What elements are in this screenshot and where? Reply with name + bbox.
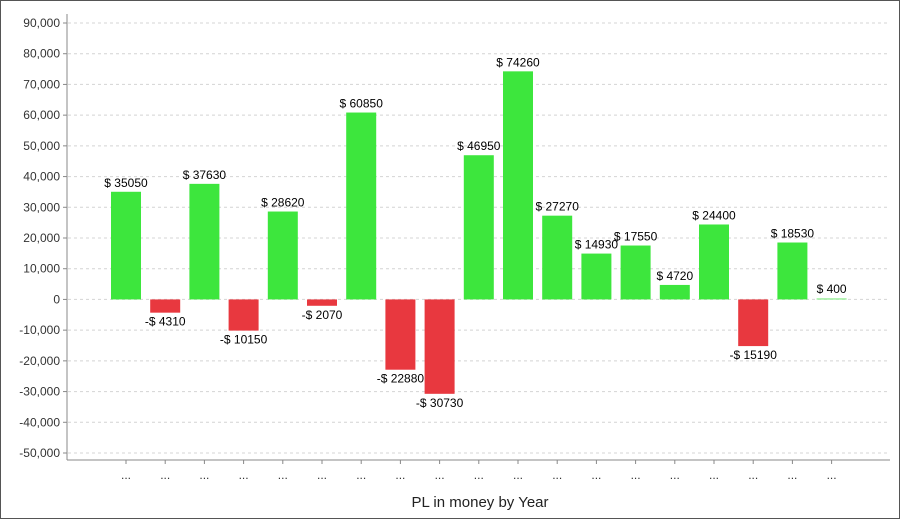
- bar: [150, 299, 181, 313]
- x-tick-label: ...: [356, 468, 366, 482]
- x-tick-label: ...: [591, 468, 601, 482]
- data-label: -$ 30730: [416, 396, 464, 410]
- data-label: -$ 22880: [377, 372, 425, 386]
- bar: [189, 183, 220, 300]
- y-tick-label: 90,000: [23, 16, 60, 30]
- y-tick-label: 10,000: [23, 262, 60, 276]
- data-labels: $ 35050 -$ 4310 $ 37630 -$ 10150 $ 28620 -$ 2…: [104, 55, 847, 409]
- bar: [777, 242, 808, 300]
- x-tick-label: ...: [239, 468, 249, 482]
- bar: [463, 155, 494, 300]
- bar: [816, 298, 847, 300]
- bars: [111, 71, 847, 394]
- x-tick-label: ...: [474, 468, 484, 482]
- x-tick-label: ...: [827, 468, 837, 482]
- data-label: $ 60850: [340, 97, 384, 111]
- data-label: -$ 15190: [730, 348, 778, 362]
- x-tick-label: ...: [435, 468, 445, 482]
- data-label: $ 18530: [771, 227, 815, 241]
- bar: [542, 215, 573, 300]
- bar: [620, 245, 651, 300]
- data-label: $ 35050: [104, 176, 148, 190]
- x-tick-label: ...: [121, 468, 131, 482]
- bar: [699, 224, 729, 300]
- bar: [738, 299, 769, 347]
- data-label: $ 24400: [692, 208, 736, 222]
- x-tick-label: ...: [395, 468, 405, 482]
- data-label: $ 37630: [183, 168, 227, 182]
- bar: [307, 299, 337, 306]
- bar: [267, 211, 298, 300]
- y-tick-label: -20,000: [19, 354, 60, 368]
- y-tick-label: 60,000: [23, 108, 60, 122]
- x-tick-label: ...: [160, 468, 170, 482]
- x-tick-label: ...: [748, 468, 758, 482]
- bar: [503, 71, 533, 300]
- x-tick-label: ...: [317, 468, 327, 482]
- data-label: -$ 10150: [220, 333, 268, 347]
- y-tick-label: 70,000: [23, 77, 60, 91]
- y-tick-label: -40,000: [19, 415, 60, 429]
- data-label: $ 4720: [656, 269, 693, 283]
- y-tick-label: 80,000: [23, 47, 60, 61]
- data-label: $ 400: [817, 282, 847, 296]
- x-tick-label: ...: [709, 468, 719, 482]
- x-tick-label: ...: [631, 468, 641, 482]
- y-tick-label: 20,000: [23, 231, 60, 245]
- x-axis-title: PL in money by Year: [411, 494, 548, 511]
- bar: [385, 299, 416, 370]
- grid-lines: [68, 22, 890, 454]
- data-label: $ 74260: [496, 55, 540, 69]
- x-tick-label: ...: [670, 468, 680, 482]
- bar: [228, 299, 259, 331]
- data-label: $ 46950: [457, 139, 501, 153]
- x-tick-label: ...: [513, 468, 523, 482]
- x-tick-label: ...: [787, 468, 797, 482]
- data-label: $ 17550: [614, 230, 658, 244]
- y-tick-label: -50,000: [19, 446, 60, 460]
- bar: [111, 191, 141, 300]
- data-label: -$ 4310: [145, 315, 186, 329]
- y-tick-label: -10,000: [19, 323, 60, 337]
- y-tick-label: 40,000: [23, 170, 60, 184]
- x-tick-label: ...: [199, 468, 209, 482]
- bar: [659, 284, 690, 300]
- y-tick-label: 50,000: [23, 139, 60, 153]
- data-label: $ 27270: [536, 200, 580, 214]
- bar: [581, 253, 612, 300]
- x-axis: ........................................…: [67, 459, 890, 482]
- x-tick-label: ...: [278, 468, 288, 482]
- x-tick-label: ...: [552, 468, 562, 482]
- y-axis: 90,000 80,000 70,000 60,000 50,000 40,000 30,0…: [19, 14, 68, 460]
- y-tick-label: 30,000: [23, 200, 60, 214]
- data-label: $ 28620: [261, 196, 305, 210]
- y-tick-label: 0: [53, 292, 60, 306]
- data-label: $ 14930: [575, 238, 619, 252]
- data-label: -$ 2070: [302, 308, 343, 322]
- bar: [424, 299, 455, 394]
- bar: [346, 112, 377, 300]
- y-tick-label: -30,000: [19, 385, 60, 399]
